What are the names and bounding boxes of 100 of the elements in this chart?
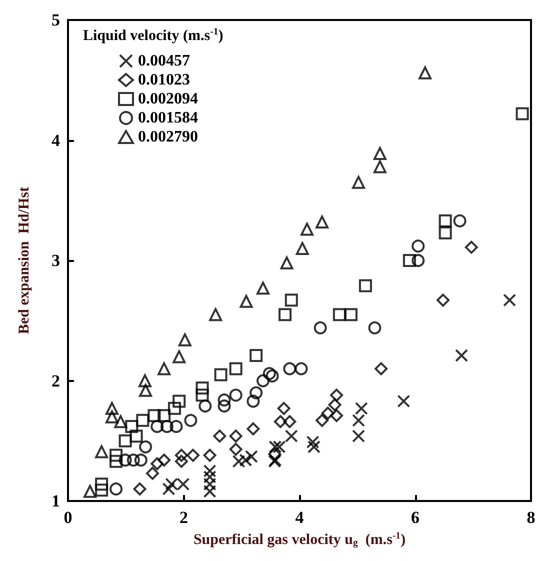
point xyxy=(214,368,228,382)
point xyxy=(232,454,246,468)
point xyxy=(130,430,143,443)
point xyxy=(186,448,200,462)
point xyxy=(125,420,138,433)
point xyxy=(368,321,382,334)
point xyxy=(148,409,161,422)
point xyxy=(374,362,388,376)
point xyxy=(218,400,231,412)
point xyxy=(503,294,516,307)
point xyxy=(397,394,410,408)
point xyxy=(139,384,152,397)
point xyxy=(412,254,425,267)
point xyxy=(418,66,432,80)
x-tick-label: 6 xyxy=(411,508,420,527)
point xyxy=(126,454,140,467)
point xyxy=(158,409,171,422)
point xyxy=(229,388,242,402)
point xyxy=(239,454,252,467)
point xyxy=(218,393,231,406)
point xyxy=(332,308,346,322)
point xyxy=(133,482,146,496)
point xyxy=(196,388,209,402)
point xyxy=(373,160,386,174)
point xyxy=(240,294,253,308)
point xyxy=(436,294,450,307)
point xyxy=(316,216,329,229)
point xyxy=(250,386,263,400)
point xyxy=(455,348,468,362)
point xyxy=(330,409,344,422)
point xyxy=(330,388,344,402)
point xyxy=(256,374,270,388)
point xyxy=(373,146,386,160)
point xyxy=(229,430,242,443)
point xyxy=(198,400,212,412)
point xyxy=(296,242,309,255)
point xyxy=(316,414,329,427)
point xyxy=(196,381,209,394)
point xyxy=(464,240,478,254)
point xyxy=(284,294,298,307)
point xyxy=(284,430,298,443)
y-tick-label: 4 xyxy=(52,130,60,150)
point xyxy=(352,176,366,189)
point xyxy=(283,415,296,428)
point xyxy=(229,362,242,376)
point xyxy=(283,362,296,376)
point xyxy=(213,430,226,443)
point xyxy=(150,457,164,470)
point xyxy=(250,348,263,362)
point xyxy=(358,279,372,292)
y-axis-title: Bed expansion Hd/Hst xyxy=(16,186,32,334)
point xyxy=(174,454,188,468)
point xyxy=(110,482,123,496)
point xyxy=(278,308,292,322)
legend-label: 0.00457 xyxy=(138,52,190,70)
point xyxy=(160,420,174,433)
y-tick-label: 3 xyxy=(52,251,60,270)
point xyxy=(412,240,425,253)
point xyxy=(168,402,181,415)
point xyxy=(174,448,188,462)
point xyxy=(344,308,358,322)
y-tick-label: 2 xyxy=(52,371,60,390)
point xyxy=(277,402,290,415)
point xyxy=(136,414,150,427)
legend-label: 0.01023 xyxy=(138,72,190,88)
point xyxy=(274,415,287,428)
point xyxy=(165,478,178,491)
point xyxy=(300,222,314,236)
legend-label: 0.001584 xyxy=(138,110,198,126)
point xyxy=(266,369,279,382)
legend-label: 0.002790 xyxy=(138,128,198,146)
point xyxy=(139,440,152,454)
point xyxy=(203,448,216,462)
point xyxy=(83,484,96,498)
point xyxy=(176,478,190,491)
x-tick-label: 4 xyxy=(295,508,304,527)
point xyxy=(314,321,327,334)
point xyxy=(280,256,294,270)
point xyxy=(134,454,148,467)
point xyxy=(453,214,466,228)
legend-label: 0.002094 xyxy=(138,90,198,108)
point xyxy=(150,420,164,433)
point xyxy=(172,350,186,364)
point xyxy=(95,484,108,497)
point xyxy=(352,430,366,443)
point xyxy=(294,362,308,376)
y-tick-label: 5 xyxy=(52,10,60,30)
point xyxy=(146,466,159,480)
point xyxy=(184,414,198,427)
point xyxy=(114,415,128,428)
point xyxy=(118,454,132,467)
point xyxy=(246,422,260,436)
point xyxy=(138,374,152,388)
point xyxy=(209,308,222,322)
point xyxy=(110,448,123,462)
point xyxy=(105,410,118,424)
point xyxy=(95,445,108,458)
point xyxy=(262,367,276,380)
point xyxy=(321,406,334,420)
x-tick-label: 0 xyxy=(64,508,72,527)
